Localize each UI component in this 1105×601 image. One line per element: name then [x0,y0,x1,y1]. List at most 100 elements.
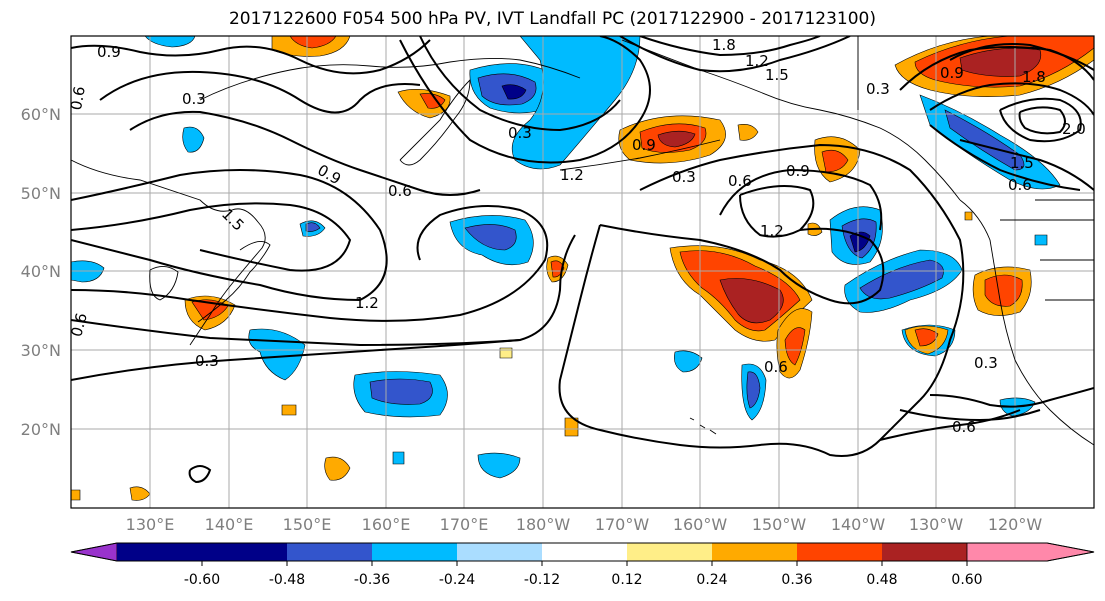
neg-blob-midpac-core [464,224,517,251]
colorbar-segment [287,543,372,561]
contour-label: 0.6 [1008,176,1032,194]
neg-blob-japan-core [305,222,321,232]
plot-frame [70,35,1095,509]
japan-coast [197,241,271,323]
neg-blob-ca [1034,234,1048,246]
colorbar-tick-label: 0.24 [696,572,727,588]
pos-blob-bering-e [737,124,759,141]
contour-label: 0.3 [672,168,696,186]
contour-label: 0.9 [786,162,810,180]
pos-blob-small1 [281,404,297,416]
contour-label: 0.6 [952,418,976,436]
colorbar-tick-label: -0.24 [439,572,475,588]
contour-label: 1.2 [745,52,769,70]
lon-tick: 180°W [516,515,571,534]
contour-label: 0.3 [974,354,998,372]
contour-label: 1.5 [1010,154,1034,172]
lat-tick: 30°N [21,341,61,360]
neg-blob-west [182,126,205,153]
colorbar-tick-label: 0.12 [611,572,642,588]
neg-blob-kamchatka-center [501,84,527,100]
contour-label: 1.8 [712,36,736,54]
colorbar-tick-label: -0.36 [354,572,390,588]
pos-blob-se-core [914,328,939,347]
colorbar: -0.60 -0.48 -0.36 -0.24 -0.12 0.12 0.24 … [70,542,1095,588]
chart-title: 2017122600 F054 500 hPa PV, IVT Landfall… [228,9,876,29]
colorbar-ticks [201,561,968,566]
lon-tick-labels: 130°E 140°E 150°E 160°E 170°E 180°W 170°… [126,515,1043,534]
contour-label: 1.8 [1022,68,1046,86]
contour-label: 0.6 [728,172,752,190]
colorbar-tick-label: -0.48 [269,572,305,588]
contour-label: 0.6 [388,182,412,200]
contour-label-group: 0.9 0.3 0.6 0.9 1.5 1.2 0.3 0.6 1.2 0.3 … [67,36,1086,436]
contour-label: 2.0 [1062,120,1086,138]
contour-label: 0.9 [632,136,656,154]
lon-tick: 170°W [595,515,650,534]
colorbar-extend-low [70,542,118,562]
neg-blob-ne-core [944,109,1025,171]
pos-blob-nw-core [289,36,337,49]
lon-tick: 150°E [283,515,332,534]
neg-blob-hawaii-e-core [746,371,761,409]
colorbar-segment [882,543,967,561]
lon-tick: 130°W [909,515,964,534]
contour-label: 0.3 [182,90,206,108]
contour-label: 1.2 [355,294,379,312]
contour-label: 0.9 [940,64,964,82]
neg-blob-west-2 [144,36,196,48]
colorbar-segment [202,543,287,561]
pos-blob-coast [964,211,973,221]
pv-contours [71,36,1094,484]
pv-shading [71,36,1094,501]
neg-band-bering [511,36,641,170]
pos-blob-e-core [984,274,1023,307]
contour-label: 0.3 [508,124,532,142]
colorbar-segment [712,543,797,561]
neg-blob-s-core [369,378,433,405]
colorbar-segment [542,543,627,561]
colorbar-extend-high [966,542,1095,562]
contour-label: 1.2 [760,222,784,240]
map-plot-area: 0.9 0.3 0.6 0.9 1.5 1.2 0.3 0.6 1.2 0.3 … [67,36,1094,508]
contour-label: 0.9 [97,43,121,61]
lat-tick-labels: 60°N 50°N 40°N 30°N 20°N [21,105,61,439]
na-coast [959,199,1094,446]
lon-tick: 140°E [205,515,254,534]
aleutians [559,139,721,171]
contour-label: 0.3 [866,80,890,98]
colorbar-frame [70,542,1095,562]
lon-tick: 140°W [831,515,886,534]
pos-blob-s1 [324,456,351,481]
colorbar-tick-label: 0.60 [951,572,982,588]
lon-tick: 150°W [752,515,807,534]
lat-tick: 20°N [21,420,61,439]
pos-blob-alaska-core [821,149,849,173]
colorbar-segment [117,543,202,561]
colorbar-segment [627,543,712,561]
lat-tick: 60°N [21,105,61,124]
contour-label: 0.6 [67,85,89,112]
lon-tick: 120°W [988,515,1043,534]
lon-tick: 160°E [362,515,411,534]
lat-tick: 50°N [21,184,61,203]
contour-label: 0.6 [764,358,788,376]
pos-blob-ne-center [959,47,1042,77]
contour-label: 1.5 [765,66,789,84]
pos-blob-s4 [71,489,81,501]
neg-blob-s2 [477,452,521,479]
colorbar-segment [797,543,882,561]
colorbar-tick-label: -0.60 [184,572,220,588]
colorbar-tick-label: -0.12 [524,572,560,588]
neg-blob-s3 [392,451,405,465]
contour-label: 0.6 [67,311,91,339]
pos-blob-bering-center [657,130,696,148]
colorbar-segment [372,543,457,561]
colorbar-tick-label: 0.36 [781,572,812,588]
us-border [1000,199,1094,301]
contour-label: 0.3 [195,352,219,370]
pos-blob-central-center [719,278,784,324]
colorbar-segment [457,543,542,561]
lon-tick: 130°E [126,515,175,534]
